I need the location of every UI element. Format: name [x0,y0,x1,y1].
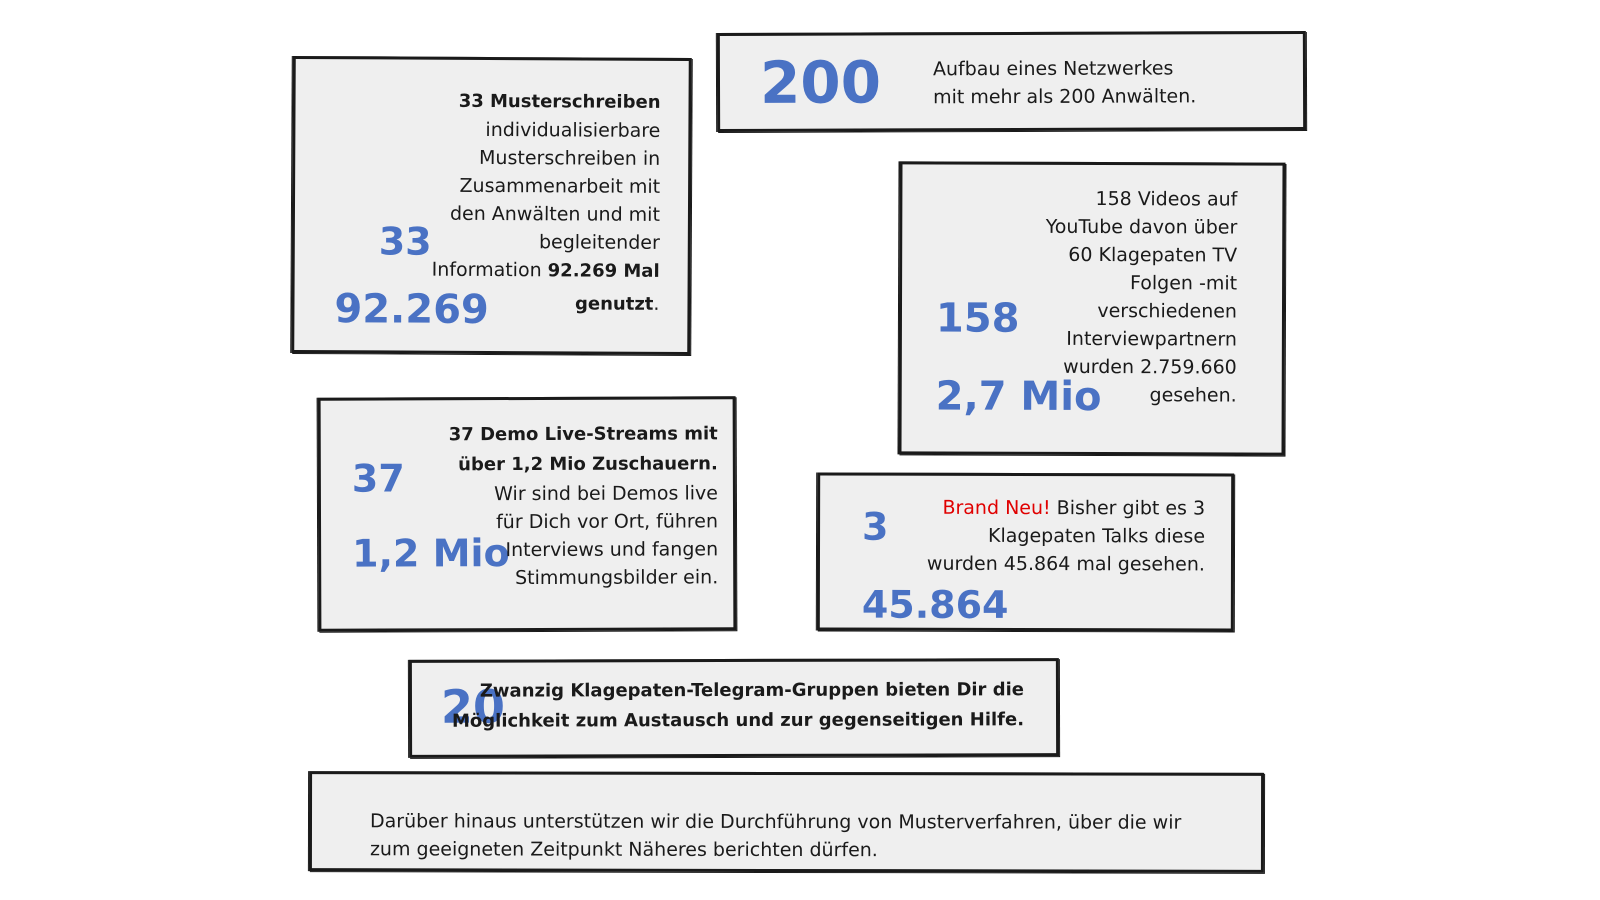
streams-line: für Dich vor Ort, führen [496,510,719,534]
videos-line: 60 Klagepaten TV [1068,243,1238,267]
templates-used-text: genutzt [574,293,654,315]
talks-line: wurden 45.864 mal gesehen. [926,552,1205,576]
card-talks: 3 45.864 Brand Neu! Bisher gibt es 3 Kla… [816,472,1235,632]
templates-line-text: Information [431,258,548,282]
telegram-description: Zwanzig Klagepaten-Telegram-Gruppen biet… [452,675,1024,736]
templates-title: 33 Musterschreiben [458,90,661,113]
videos-line: Folgen -mit [1129,272,1238,295]
templates-uses-text: 92.269 Mal [547,260,660,282]
card-videos: 158 2,7 Mio 158 Videos auf YouTube davon… [898,161,1286,456]
videos-line: verschiedenen [1097,300,1238,323]
lawyers-description: Aufbau eines Netzwerkes mit mehr als 200… [933,54,1196,111]
templates-line: Musterschreiben in [479,146,661,170]
templates-line: den Anwälten und mit [449,202,661,226]
musterverfahren-line: zum geeigneten Zeitpunkt Näheres bericht… [369,838,878,862]
stat-templates-count: 33 [378,219,432,264]
videos-line: wurden 2.759.660 [1063,355,1237,379]
talks-description: Brand Neu! Bisher gibt es 3 Klagepaten T… [927,494,1205,579]
stat-talks-views: 45.864 [861,582,1009,627]
stat-talks-count: 3 [862,504,889,549]
templates-line: begleitender [538,231,660,254]
telegram-line: Zwanzig Klagepaten-Telegram-Gruppen biet… [479,679,1024,702]
videos-line: 158 Videos auf [1095,188,1238,211]
card-telegram: 20 Zwanzig Klagepaten-Telegram-Gruppen b… [408,658,1060,758]
streams-line: Stimmungsbilder ein. [515,566,719,590]
musterverfahren-description: Darüber hinaus unterstützen wir die Durc… [370,807,1181,864]
talks-line: Brand Neu! Bisher gibt es 3 [927,494,1205,523]
templates-line: Information 92.269 Mal [432,256,660,286]
streams-description: 37 Demo Live-Streams mit über 1,2 Mio Zu… [449,419,719,592]
card-livestreams: 37 1,2 Mio 37 Demo Live-Streams mit über… [317,396,737,632]
templates-line: genutzt. [431,289,660,319]
lawyers-line: mit mehr als 200 Anwälten. [933,85,1197,109]
card-anwaelte: 200 Aufbau eines Netzwerkes mit mehr als… [716,30,1307,133]
stat-lawyers-count: 200 [759,48,882,117]
card-musterschreiben: 33 92.269 33 Musterschreiben individuali… [291,55,692,356]
talks-line-text: Bisher gibt es 3 [1050,497,1206,520]
lawyers-line: Aufbau eines Netzwerkes [932,57,1174,81]
videos-line: YouTube davon über [1045,215,1238,239]
talks-line: Klagepaten Talks diese [988,524,1206,548]
templates-line: individualisierbare [485,118,661,142]
streams-title: 37 Demo Live-Streams mit [448,423,718,446]
streams-title: über 1,2 Mio Zuschauern. [458,453,718,476]
telegram-line: Möglichkeit zum Austausch und zur gegens… [451,709,1025,732]
streams-line: Interviews und fangen [505,538,719,562]
templates-line: Zusammenarbeit mit [459,174,661,198]
stat-videos-count: 158 [935,295,1020,342]
videos-line: Interviewpartnern [1066,327,1237,351]
musterverfahren-line: Darüber hinaus unterstützen wir die Durc… [369,810,1182,834]
card-musterverfahren: Darüber hinaus unterstützen wir die Durc… [308,771,1265,873]
stat-streams-count: 37 [351,456,405,501]
new-badge: Brand Neu! [942,496,1051,520]
templates-period: . [653,292,660,315]
streams-line: Wir sind bei Demos live [494,482,718,506]
videos-description: 158 Videos auf YouTube davon über 60 Kla… [1045,185,1238,410]
videos-line: gesehen. [1149,384,1237,407]
templates-description: 33 Musterschreiben individualisierbare M… [431,88,661,319]
